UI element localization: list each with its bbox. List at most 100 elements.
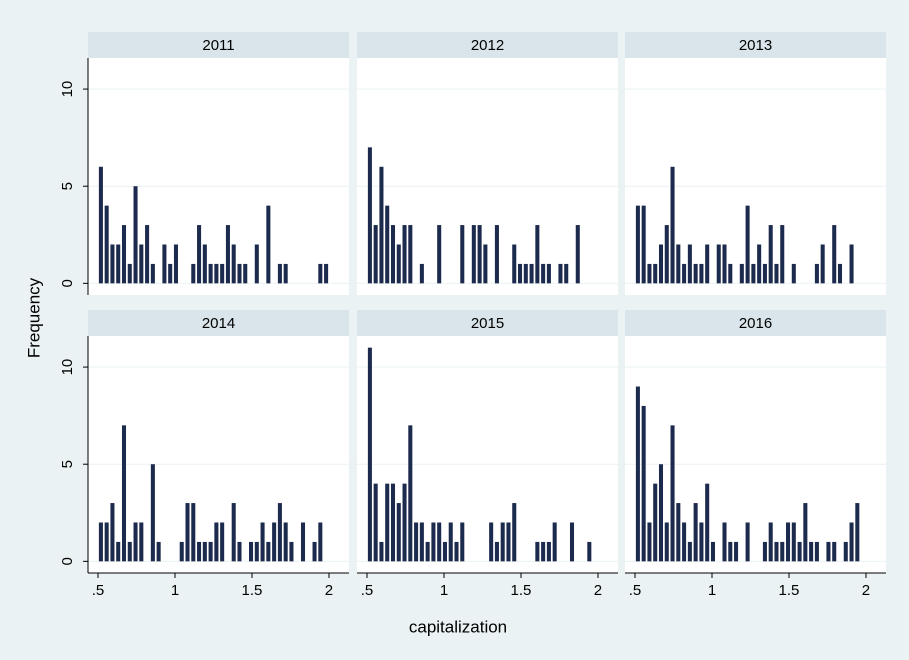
bar [237,541,242,562]
y-tick-label: 5 [59,182,76,190]
bar [635,386,640,562]
bar [425,541,430,562]
bar [670,425,675,562]
bar [546,263,551,284]
bar [552,522,557,562]
bar [419,263,424,284]
bar [408,425,413,562]
bar [762,541,767,562]
bar [809,541,814,562]
bar [185,503,190,562]
bar [523,263,528,284]
bar [390,483,396,562]
bar [127,263,132,284]
bar [414,522,419,562]
bar [518,263,523,284]
bar [289,541,294,562]
bar [791,263,796,284]
bar [133,522,138,562]
bar [826,541,831,562]
bar [803,503,808,562]
panel-title: 2011 [202,37,234,54]
plot-area [625,336,886,573]
bar [266,205,271,284]
bar [541,263,546,284]
bar [832,541,837,562]
panel-title: 2014 [202,315,235,332]
bar [664,225,669,284]
bar [575,225,580,284]
x-tick-label: 2 [325,582,333,599]
bar [139,522,144,562]
panel-strip [625,310,886,336]
bar [168,263,173,284]
bar [500,522,505,562]
bar [318,522,323,562]
panel-strip [357,32,618,58]
plot-area [357,336,618,573]
bar [396,503,401,562]
bar [546,541,551,562]
bar [693,503,698,562]
bar [569,522,575,562]
bar [483,244,488,284]
bar [197,541,202,562]
bar [529,263,534,284]
bar [762,263,767,284]
bar [139,244,144,284]
bar [670,166,675,284]
bar [682,522,687,562]
panel-title: 2015 [471,315,504,332]
bar [379,166,384,284]
x-tick-label: 1 [171,582,179,599]
bar [843,541,848,562]
panel-title: 2012 [471,37,504,54]
bar [477,225,482,284]
bar [855,503,860,562]
bar [814,541,819,562]
plot-area [88,58,349,295]
bar [283,522,288,562]
bar [460,522,465,562]
bar [797,541,802,562]
bar [647,263,652,284]
bar [402,483,407,562]
bar [635,205,640,284]
bar [699,263,704,284]
bar [780,225,785,284]
bar [202,244,207,284]
bar [647,522,652,562]
bar [558,263,563,284]
bar [373,483,378,562]
bar [116,244,121,284]
bar [254,244,259,284]
bar [225,225,230,284]
bar [179,541,184,562]
bar [722,522,727,562]
bar [121,225,127,284]
bar [104,522,109,562]
bar [774,541,779,562]
bar [260,522,265,562]
bar [460,225,465,284]
y-tick-label: 5 [59,460,76,468]
bar [745,205,750,284]
bar [390,225,396,284]
bar [710,541,715,562]
bar [402,225,407,284]
bar [768,522,773,562]
bar [300,522,306,562]
bar [832,225,837,284]
x-tick-label: 2 [862,582,870,599]
bar [494,541,499,562]
bar [535,225,540,284]
bar [283,263,288,284]
bar [676,244,681,284]
bar [116,541,121,562]
bar [277,503,282,562]
bar [454,541,459,562]
x-tick-label: 1.5 [779,582,800,599]
panel-strip [88,32,349,58]
bar [373,225,378,284]
